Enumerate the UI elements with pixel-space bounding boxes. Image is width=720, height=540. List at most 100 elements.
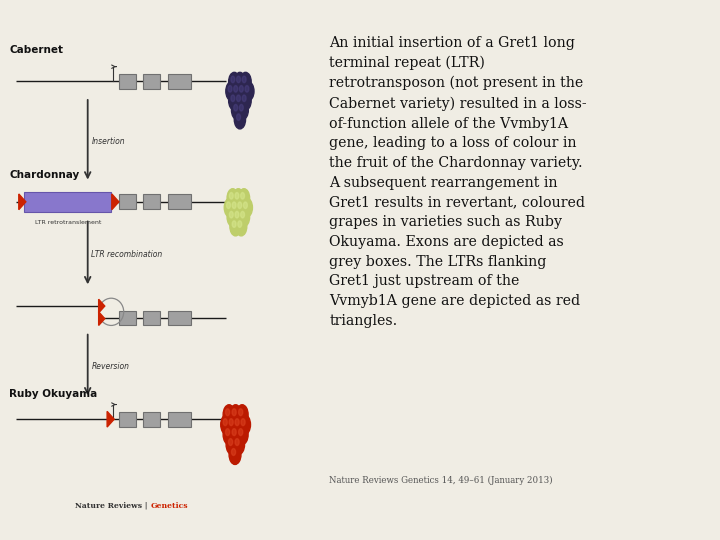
Circle shape: [237, 100, 248, 119]
Circle shape: [225, 409, 230, 416]
Circle shape: [232, 429, 236, 436]
Circle shape: [230, 198, 241, 217]
Circle shape: [232, 221, 236, 227]
Bar: [119, 194, 136, 209]
Bar: [168, 194, 191, 209]
Circle shape: [234, 72, 246, 91]
Circle shape: [226, 435, 238, 455]
Circle shape: [225, 429, 230, 436]
Circle shape: [231, 100, 243, 119]
Circle shape: [227, 415, 238, 435]
Circle shape: [241, 198, 253, 217]
Text: LTR recombination: LTR recombination: [91, 249, 163, 259]
Circle shape: [230, 192, 233, 199]
Circle shape: [236, 405, 248, 424]
Circle shape: [223, 405, 235, 424]
Circle shape: [237, 95, 240, 102]
Circle shape: [235, 198, 247, 217]
Circle shape: [238, 207, 250, 226]
Text: LTR retrotranslement: LTR retrotranslement: [35, 220, 102, 225]
Circle shape: [237, 76, 240, 83]
Circle shape: [233, 435, 245, 455]
Circle shape: [235, 192, 239, 199]
Text: Cabernet: Cabernet: [9, 45, 63, 55]
Circle shape: [228, 85, 232, 92]
Circle shape: [230, 211, 233, 218]
Bar: [168, 74, 191, 89]
Circle shape: [227, 188, 238, 207]
Text: Insertion: Insertion: [91, 137, 125, 146]
Circle shape: [230, 405, 242, 424]
Circle shape: [229, 444, 241, 464]
Circle shape: [232, 202, 236, 208]
Bar: [143, 74, 160, 89]
Circle shape: [234, 104, 238, 111]
Circle shape: [239, 85, 243, 92]
Circle shape: [240, 211, 245, 218]
Bar: [119, 412, 136, 427]
Circle shape: [240, 91, 251, 110]
Circle shape: [226, 82, 237, 100]
Circle shape: [223, 418, 228, 426]
Circle shape: [231, 82, 243, 100]
Circle shape: [233, 207, 244, 226]
Bar: [168, 412, 191, 427]
Text: Nature Reviews |: Nature Reviews |: [75, 502, 150, 510]
Circle shape: [234, 91, 246, 110]
Circle shape: [231, 95, 235, 102]
Circle shape: [227, 207, 238, 226]
Circle shape: [239, 104, 243, 111]
Circle shape: [221, 415, 233, 435]
Bar: [143, 194, 160, 209]
Circle shape: [234, 85, 238, 92]
Text: Reversion: Reversion: [91, 362, 130, 371]
Circle shape: [235, 438, 239, 445]
Circle shape: [233, 415, 245, 435]
Bar: [143, 412, 160, 427]
Polygon shape: [19, 194, 26, 210]
Circle shape: [231, 449, 235, 456]
Circle shape: [227, 202, 230, 208]
Circle shape: [230, 424, 242, 444]
Bar: [143, 311, 160, 326]
Text: Genetics: Genetics: [151, 502, 189, 510]
Circle shape: [233, 188, 244, 207]
Text: Chardonnay: Chardonnay: [9, 171, 80, 180]
Circle shape: [223, 424, 235, 444]
Circle shape: [234, 110, 246, 129]
Circle shape: [232, 409, 236, 416]
Circle shape: [235, 211, 239, 218]
Circle shape: [238, 221, 242, 227]
Polygon shape: [112, 194, 119, 210]
Polygon shape: [99, 312, 105, 326]
Polygon shape: [99, 299, 105, 313]
Circle shape: [229, 91, 240, 110]
Circle shape: [237, 114, 240, 120]
Circle shape: [243, 202, 248, 208]
Text: Nature Reviews Genetics 14, 49–61 (January 2013): Nature Reviews Genetics 14, 49–61 (Janua…: [329, 476, 553, 485]
Circle shape: [238, 429, 243, 436]
Circle shape: [228, 438, 233, 445]
Circle shape: [235, 217, 247, 236]
Circle shape: [238, 188, 250, 207]
Circle shape: [242, 76, 246, 83]
Text: Ruby Okuyama: Ruby Okuyama: [9, 389, 98, 399]
Circle shape: [229, 72, 240, 91]
Circle shape: [242, 95, 246, 102]
Circle shape: [241, 418, 245, 426]
Circle shape: [238, 415, 251, 435]
Circle shape: [240, 72, 251, 91]
Circle shape: [238, 409, 243, 416]
Bar: [168, 311, 191, 326]
Text: An initial insertion of a Gret1 long
terminal repeat (LTR)
retrotransposon (not : An initial insertion of a Gret1 long ter…: [329, 36, 587, 328]
Circle shape: [235, 418, 239, 426]
Bar: [119, 311, 136, 326]
Circle shape: [229, 418, 233, 426]
Circle shape: [224, 198, 235, 217]
Circle shape: [240, 192, 245, 199]
Circle shape: [230, 217, 241, 236]
Circle shape: [237, 82, 248, 100]
Bar: [24, 192, 111, 212]
Polygon shape: [107, 411, 114, 427]
Circle shape: [243, 82, 254, 100]
